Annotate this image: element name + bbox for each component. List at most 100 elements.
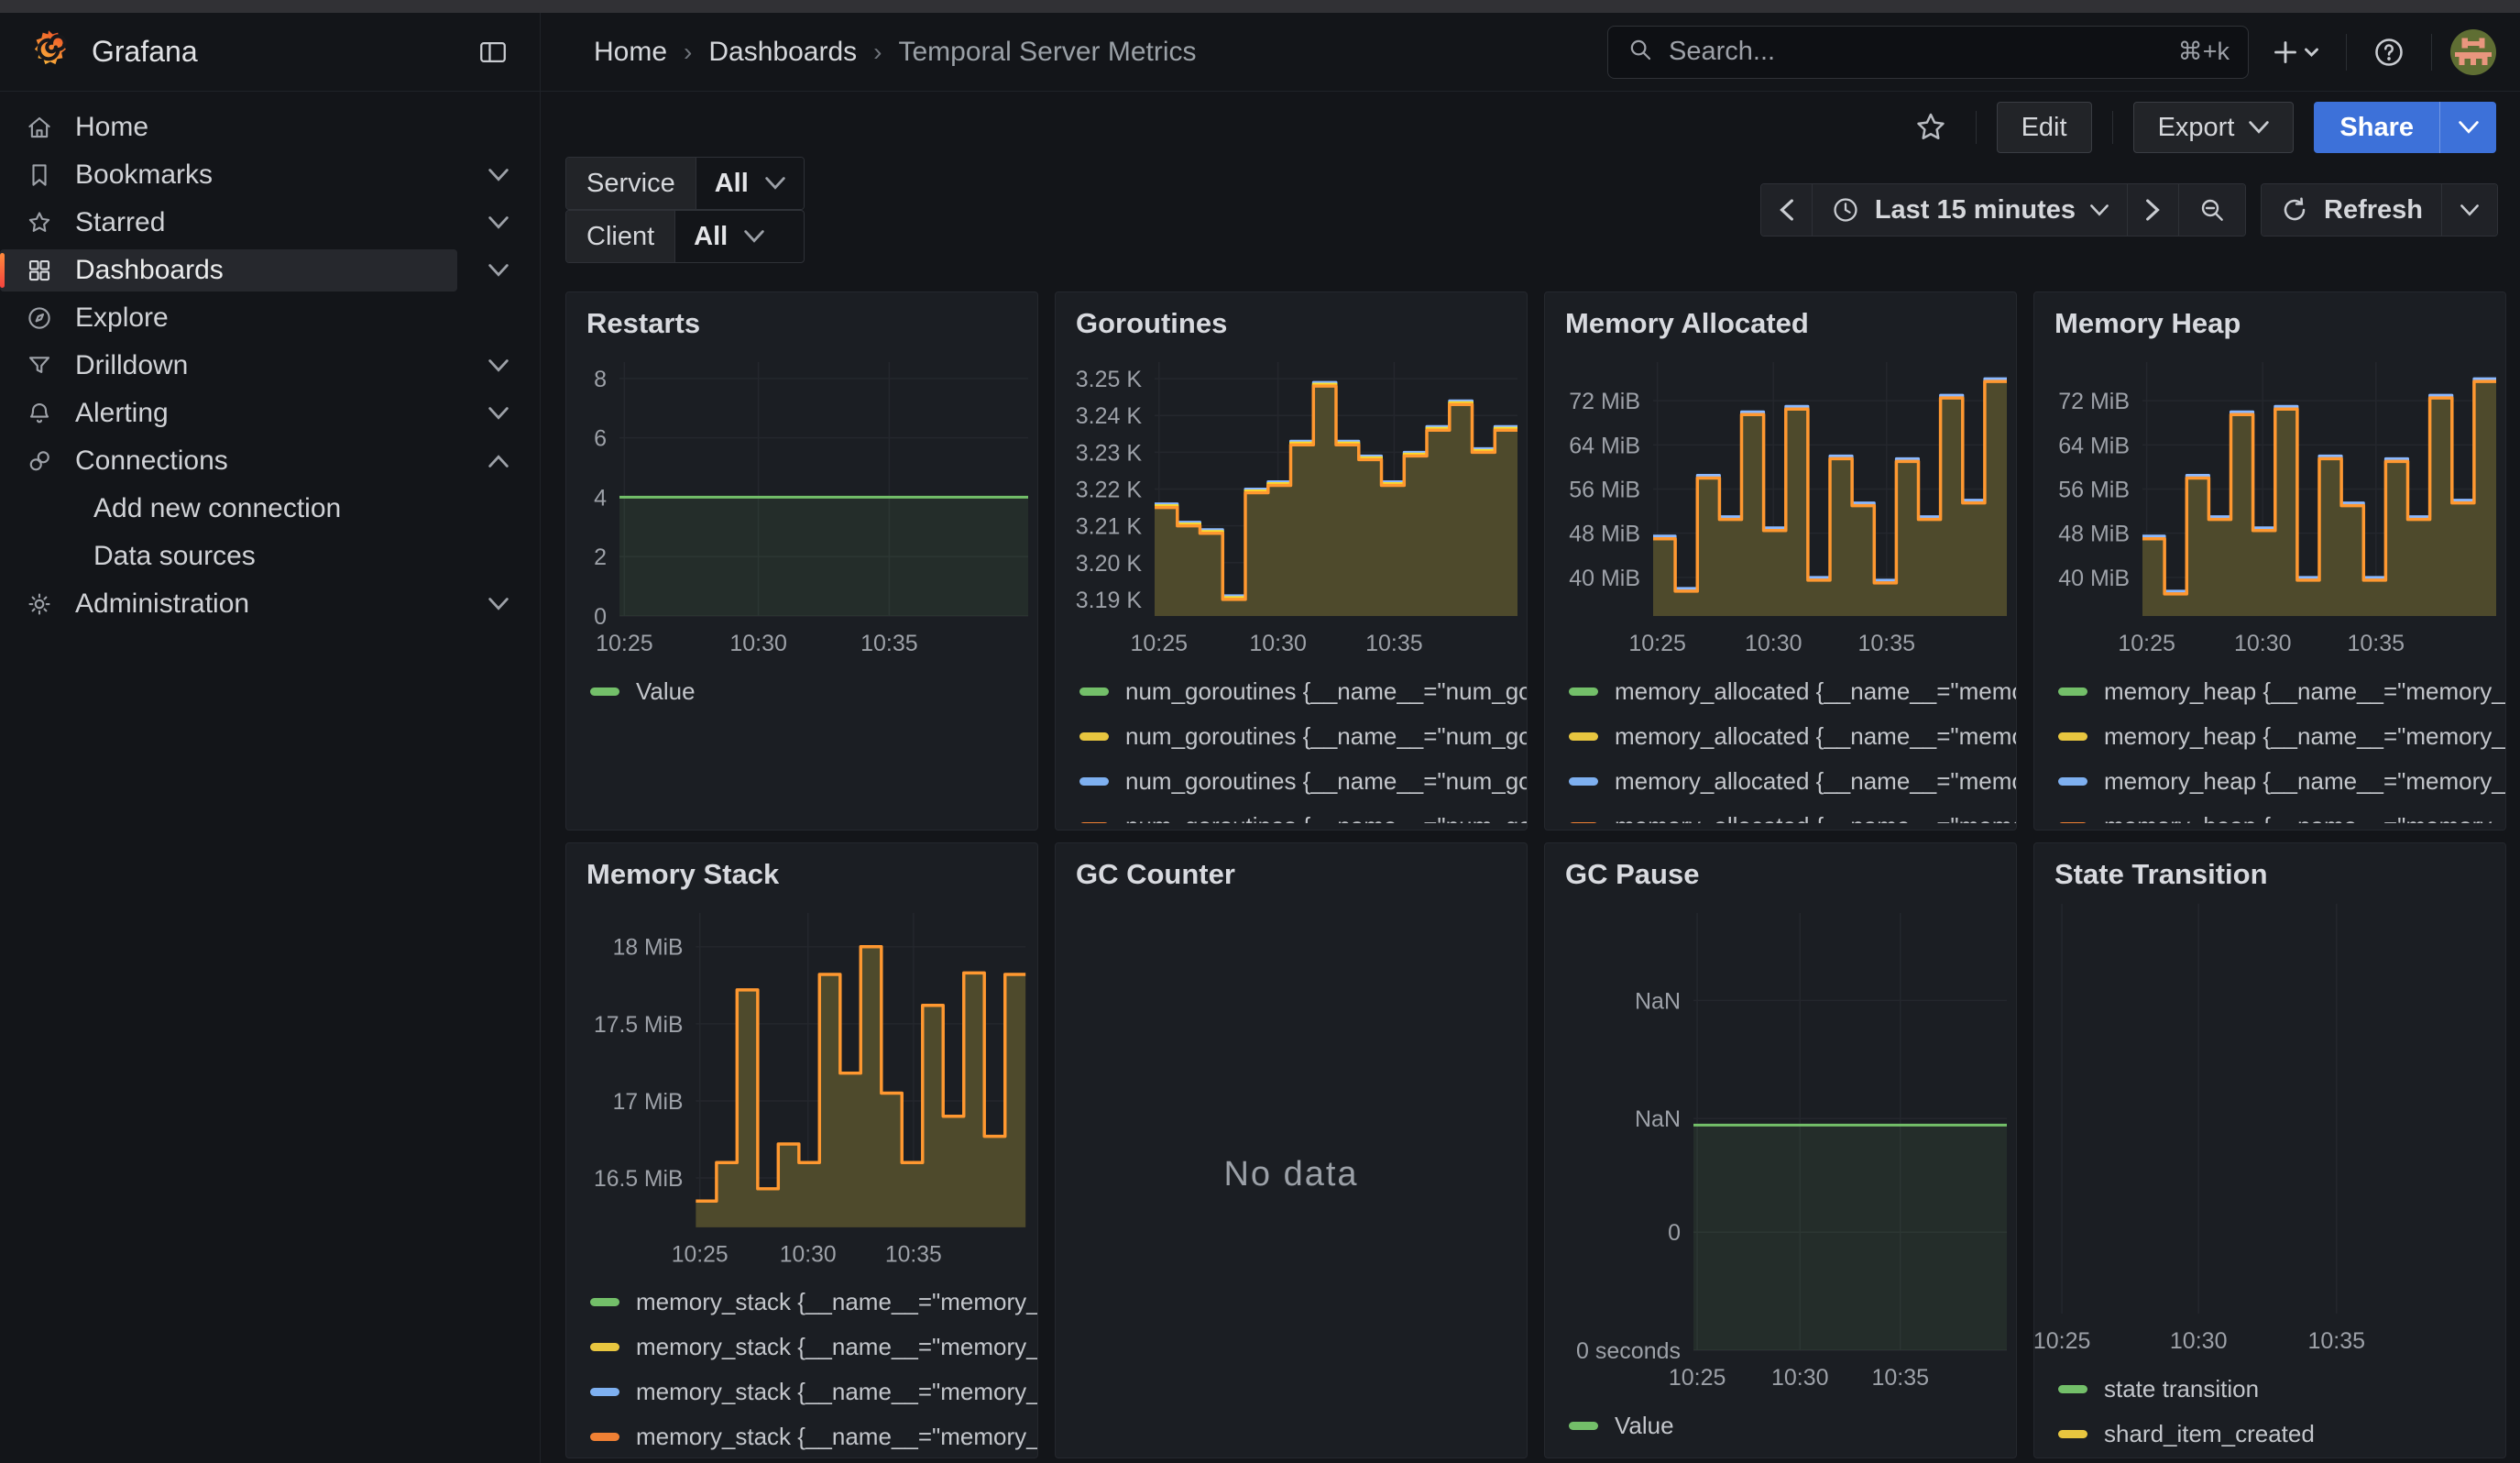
dock-menu-button[interactable] [470,29,516,75]
legend-item[interactable]: shard_item_created [2058,1412,2505,1457]
grafana-logo[interactable] [27,28,70,75]
share-options-caret[interactable] [2439,102,2496,153]
export-button[interactable]: Export [2133,102,2295,153]
panel-legend: memory_allocated {__name__="memory_alloc… [1569,669,2016,823]
legend-swatch [590,1388,619,1396]
panel-title[interactable]: Restarts [586,307,1037,340]
zoom-out-time-button[interactable] [2178,184,2245,236]
sidebar-item-link[interactable]: Add new connection [0,488,540,530]
time-range-picker[interactable]: Last 15 minutes [1812,184,2127,236]
add-new-button[interactable] [2265,28,2328,76]
filter-value-dropdown[interactable]: All [696,158,804,209]
home-icon [26,114,53,141]
time-shift-back-button[interactable] [1761,184,1812,236]
panel-title[interactable]: GC Counter [1076,858,1527,891]
legend-item[interactable]: memory_allocated {__name__="memory_alloc… [1569,669,2016,714]
sidebar-item-link[interactable]: Explore [0,297,540,339]
legend-swatch [1569,688,1598,696]
panel-title[interactable]: State Transition [2054,858,2505,891]
legend-item[interactable]: memory_stack {__name__="memory_stack"} [590,1414,1037,1458]
legend-swatch [590,1433,619,1441]
panel-title[interactable]: Memory Allocated [1565,307,2016,340]
legend-item[interactable]: memory_stack {__name__="memory_stack"} [590,1280,1037,1325]
legend-item[interactable]: Value [590,669,1037,714]
legend-item[interactable]: memory_allocated {__name__="memory_alloc… [1569,759,2016,804]
svg-text:3.24 K: 3.24 K [1076,403,1143,429]
user-avatar[interactable] [2450,29,2496,75]
search-box[interactable]: ⌘+k [1607,26,2249,79]
chevron-down-icon[interactable] [457,345,540,387]
svg-text:0: 0 [1668,1220,1681,1246]
refresh-interval-caret[interactable] [2441,184,2497,236]
chevron-down-icon[interactable] [457,392,540,434]
help-button[interactable] [2365,28,2413,76]
legend-item[interactable]: num_goroutines {__name__="num_goroutines… [1079,804,1527,823]
legend-label: memory_heap {__name__="memory_heap"} [2104,677,2505,706]
star-dashboard-button[interactable] [1906,103,1956,152]
legend-item[interactable]: memory_stack {__name__="memory_stack"} [590,1370,1037,1414]
legend-label: memory_allocated {__name__="memory_alloc… [1615,677,2016,706]
legend-item[interactable]: num_goroutines {__name__="num_goroutines… [1079,714,1527,759]
panel-title[interactable]: Memory Heap [2054,307,2505,340]
legend-item[interactable]: memory_heap {__name__="memory_heap"} [2058,804,2505,823]
time-shift-forward-button[interactable] [2127,184,2178,236]
sidebar-item-link[interactable]: Starred [0,202,457,244]
gear-icon [26,590,53,618]
chevron-down-icon[interactable] [457,154,540,196]
legend-label: memory_stack {__name__="memory_stack"} [636,1423,1037,1451]
svg-text:10:25: 10:25 [672,1242,729,1267]
sidebar-item-label: Drilldown [75,350,188,381]
sidebar-item-label: Add new connection [93,493,341,524]
panel-title[interactable]: GC Pause [1565,858,2016,891]
legend-item[interactable]: state transition [2058,1367,2505,1412]
legend-item[interactable]: memory_allocated {__name__="memory_alloc… [1569,804,2016,823]
legend-item[interactable]: memory_heap {__name__="memory_heap"} [2058,669,2505,714]
edit-button[interactable]: Edit [1997,102,2092,153]
sidebar-item-link[interactable]: Bookmarks [0,154,457,196]
svg-text:10:25: 10:25 [2118,631,2175,656]
filter-value-dropdown[interactable]: All [674,211,783,262]
panel-title[interactable]: Memory Stack [586,858,1037,891]
panel-legend: state transitionshard_item_created [2058,1367,2505,1457]
sidebar-item-link[interactable]: Home [0,106,540,148]
legend-item[interactable]: memory_stack {__name__="memory_stack"} [590,1325,1037,1370]
legend-item[interactable]: memory_allocated {__name__="memory_alloc… [1569,714,2016,759]
filter-client[interactable]: ClientAll [565,210,805,263]
sidebar-item-add-new-connection: Add new connection [0,488,540,530]
header-icon-group [2265,28,2496,76]
svg-text:40 MiB: 40 MiB [2058,566,2130,591]
sidebar-item-link[interactable]: Alerting [0,392,457,434]
dashboard-toolbar: ServiceAllClientAll Last 15 minutes [541,163,2520,257]
legend-swatch [590,688,619,696]
filter-service[interactable]: ServiceAll [565,157,805,210]
chevron-down-icon[interactable] [457,583,540,625]
legend-item[interactable]: num_goroutines {__name__="num_goroutines… [1079,759,1527,804]
sidebar-item-link[interactable]: Drilldown [0,345,457,387]
app-header: Grafana Home›Dashboards›Temporal Server … [0,13,2520,92]
sidebar-item-link[interactable]: Connections [0,440,457,482]
legend-label: num_goroutines {__name__="num_goroutines… [1125,722,1527,751]
breadcrumb-item[interactable]: Dashboards [708,37,857,68]
sidebar-item-link[interactable]: Administration [0,583,457,625]
legend-item[interactable]: Value [1569,1403,2016,1448]
chevron-up-icon[interactable] [457,440,540,482]
breadcrumb-item[interactable]: Home [594,37,667,68]
svg-text:3.23 K: 3.23 K [1076,440,1143,466]
search-input[interactable] [1667,36,2165,68]
legend-item[interactable]: memory_heap {__name__="memory_heap"} [2058,759,2505,804]
sidebar-item-link[interactable]: Dashboards [0,249,457,292]
header-divider [2431,34,2432,71]
refresh-button[interactable]: Refresh [2262,184,2441,236]
chevron-down-icon[interactable] [457,249,540,292]
legend-item[interactable]: num_goroutines {__name__="num_goroutines… [1079,669,1527,714]
bookmark-icon [26,161,53,189]
sidebar-item-link[interactable]: Data sources [0,535,540,578]
svg-text:2: 2 [594,544,607,570]
svg-text:10:35: 10:35 [2347,631,2405,656]
legend-swatch [1079,688,1109,696]
panel-title[interactable]: Goroutines [1076,307,1527,340]
legend-item[interactable]: memory_heap {__name__="memory_heap"} [2058,714,2505,759]
share-button[interactable]: Share [2314,102,2439,153]
chevron-down-icon[interactable] [457,202,540,244]
sidebar-item-label: Administration [75,588,249,620]
